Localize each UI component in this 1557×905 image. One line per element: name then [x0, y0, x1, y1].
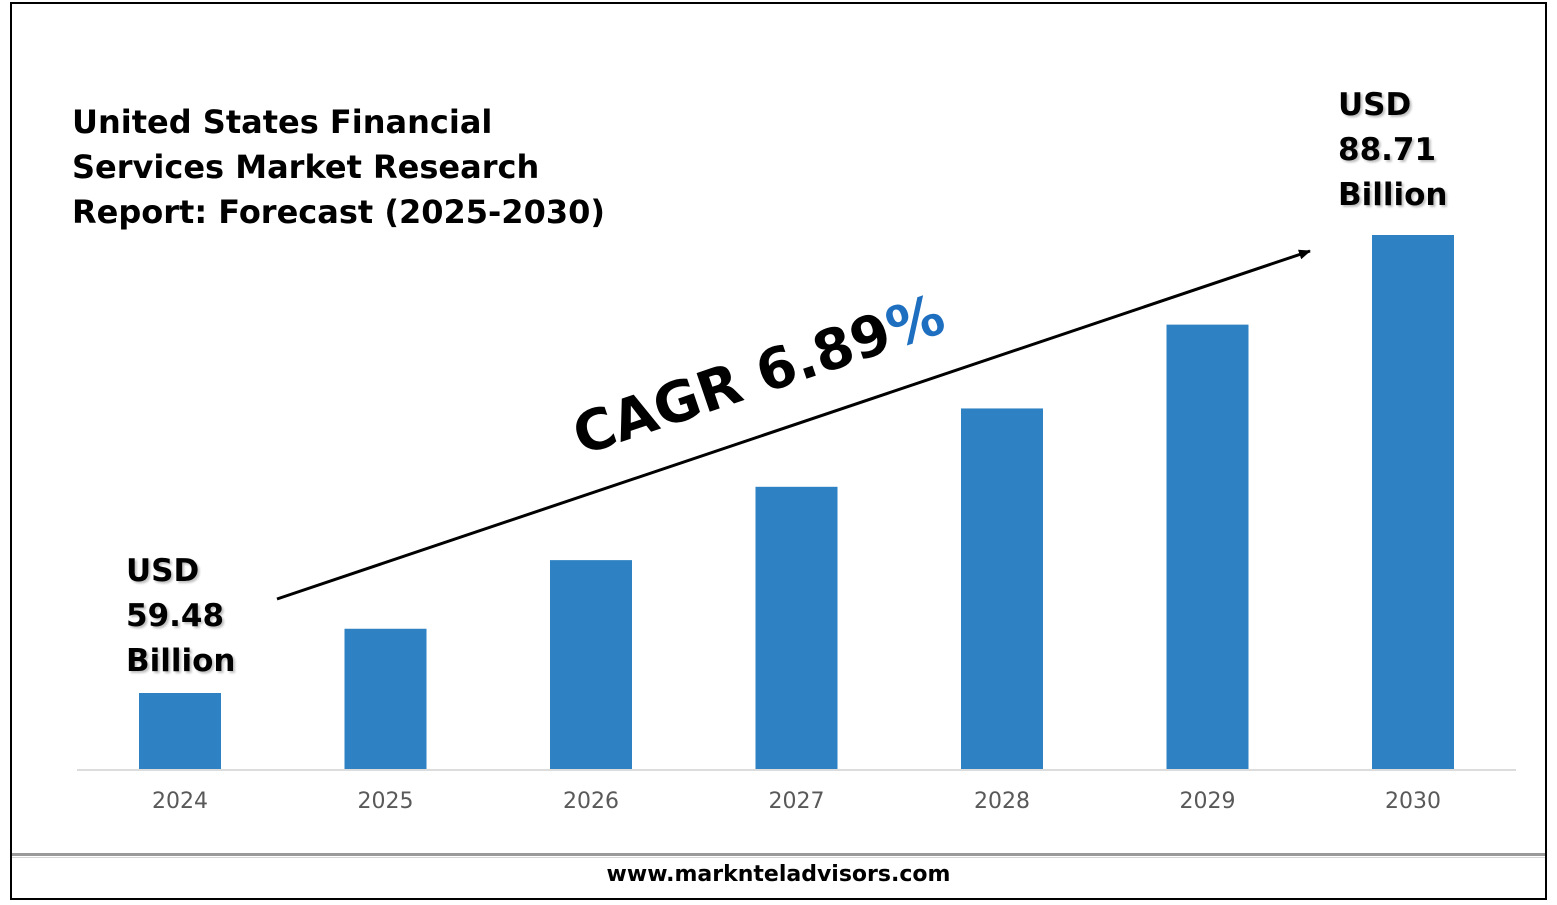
- start-value-annotation: USD 59.48 Billion: [126, 553, 236, 679]
- footer-divider: [12, 853, 1545, 856]
- footer-website: www.marknteladvisors.com: [606, 862, 951, 887]
- bar-2027: [755, 486, 838, 769]
- x-tick-label-2028: 2028: [974, 789, 1030, 814]
- bar-2024: [139, 693, 221, 769]
- bar-2025: [344, 628, 427, 769]
- x-tick-label-2025: 2025: [358, 789, 414, 814]
- footer-divider-shadow: [12, 857, 1545, 858]
- x-tick-label-2029: 2029: [1180, 789, 1236, 814]
- bar-2029: [1166, 324, 1249, 769]
- trend-arrow: [276, 249, 1311, 601]
- bars-group: [139, 235, 1454, 769]
- x-tick-labels: 2024 2025 2026 2027 2028 2029 2030: [152, 789, 1441, 814]
- bar-2030: [1372, 235, 1454, 769]
- x-tick-label-2027: 2027: [769, 789, 825, 814]
- bar-2026: [550, 560, 632, 769]
- bar-2028: [961, 408, 1043, 769]
- x-tick-label-2024: 2024: [152, 789, 208, 814]
- chart-title: United States Financial Services Market …: [72, 103, 605, 231]
- x-tick-label-2026: 2026: [563, 789, 619, 814]
- x-tick-label-2030: 2030: [1385, 789, 1441, 814]
- end-value-annotation: USD 88.71 Billion: [1338, 87, 1448, 213]
